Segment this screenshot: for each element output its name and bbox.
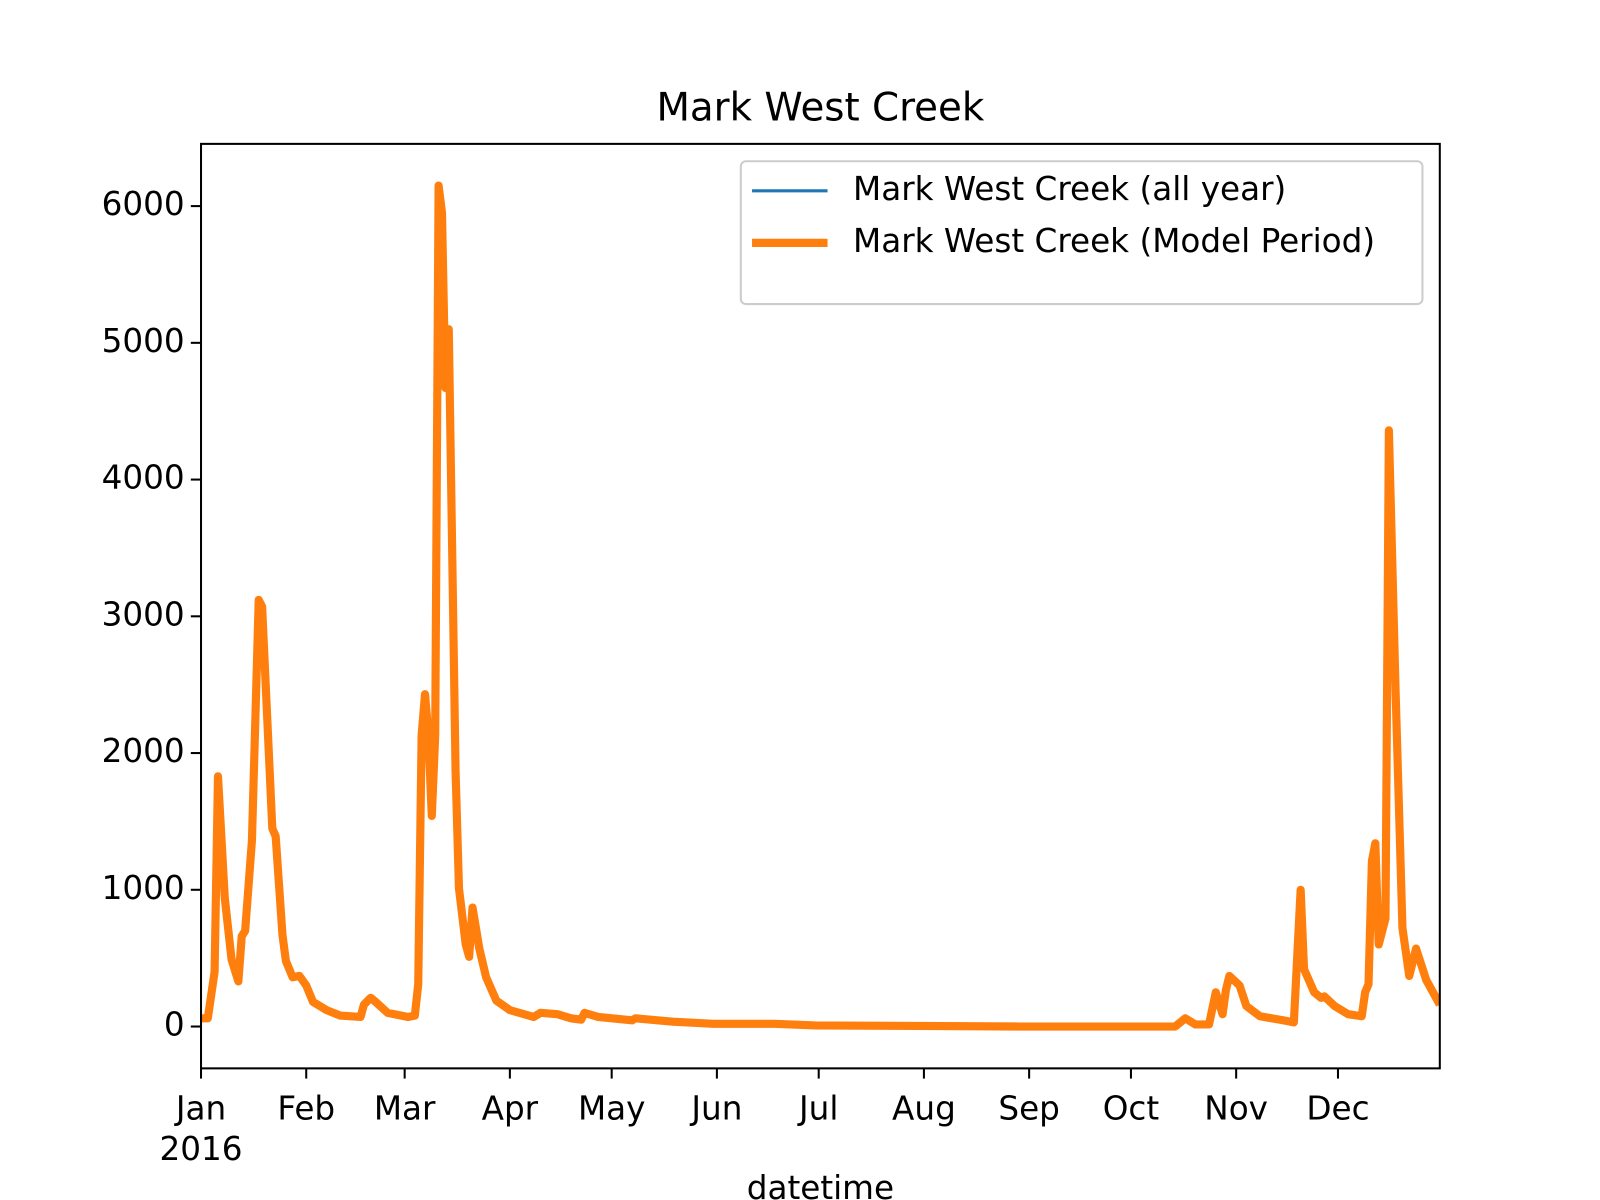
y-tick-label: 3000 [102,595,185,633]
x-axis-label: datetime [747,1169,894,1200]
y-tick-label: 6000 [102,185,185,223]
legend-box [739,160,1424,306]
y-tick-label: 4000 [102,459,185,497]
x-tick-label: Jan 2016 [159,1089,242,1168]
x-tick-label: Nov [1204,1089,1268,1127]
y-tick-label: 0 [164,1006,185,1044]
plot-frame [200,142,1441,1070]
x-tick-label: Feb [277,1089,335,1127]
x-tick-label: May [578,1089,645,1127]
data-line [201,181,1440,1031]
x-tick-label: Jun [689,1089,742,1127]
x-tick-label: Mar [374,1089,436,1127]
x-tick-label: Aug [892,1089,956,1127]
x-tick-label: Dec [1306,1089,1369,1127]
x-tick-label: Oct [1103,1089,1160,1127]
x-tick-label: Sep [998,1089,1060,1127]
x-tick-label: Apr [482,1089,539,1127]
y-tick-label: 1000 [102,869,185,907]
legend-label: Mark West Creek (all year) [853,170,1286,208]
chart-title: Mark West Creek [656,86,984,131]
y-tick-label: 2000 [102,732,185,770]
x-tick-label: Jul [797,1089,838,1127]
y-tick-label: 5000 [102,322,185,360]
legend-label: Mark West Creek (Model Period) [853,222,1375,260]
